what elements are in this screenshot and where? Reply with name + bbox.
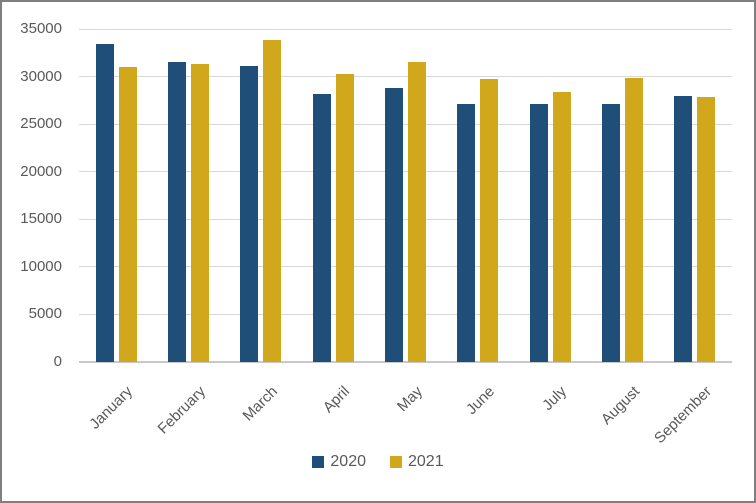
legend-swatch-2020: [312, 456, 325, 468]
legend: 2020 2021: [2, 453, 754, 471]
y-tick-label: 15000: [20, 210, 62, 228]
bar-2020-february: [168, 62, 186, 362]
bar-2020-march: [240, 66, 259, 362]
gridline: [79, 266, 732, 268]
bar-2021-april: [335, 73, 354, 362]
bar-2020-april: [312, 93, 331, 362]
bar-2021-may: [408, 62, 426, 362]
bar-2021-august: [625, 77, 643, 362]
bar-2020-june: [457, 104, 476, 362]
y-tick-label: 10000: [20, 257, 62, 275]
legend-swatch-2021: [390, 456, 402, 468]
bar-2020-january: [95, 44, 114, 362]
bar-2021-june: [480, 79, 499, 362]
gridline: [79, 123, 732, 125]
y-tick-label: 25000: [20, 115, 62, 133]
legend-label-2021: 2021: [408, 453, 444, 470]
y-tick-label: 35000: [20, 20, 62, 37]
legend-item-2020: 2020: [312, 453, 366, 471]
gridline: [79, 313, 732, 315]
bar-2020-september: [674, 95, 693, 362]
bar-2020-august: [602, 104, 620, 362]
bar-2021-february: [191, 64, 209, 362]
gridline: [79, 171, 732, 173]
bar-2021-july: [552, 91, 571, 362]
legend-label-2020: 2020: [330, 453, 366, 470]
y-tick-label: 30000: [20, 67, 62, 85]
y-tick-label: 0: [53, 353, 62, 370]
y-tick-label: 20000: [20, 162, 62, 180]
bar-2021-september: [697, 96, 716, 362]
bar-2020-may: [385, 87, 403, 362]
gridline: [79, 28, 732, 30]
bar-2021-january: [118, 67, 137, 362]
x-axis-line: [79, 361, 732, 363]
bar-2020-july: [529, 104, 548, 362]
y-tick-label: 5000: [28, 305, 62, 323]
legend-item-2021: 2021: [390, 453, 444, 471]
bar-2021-march: [263, 40, 282, 362]
gridline: [79, 218, 732, 220]
gridline: [79, 76, 732, 78]
